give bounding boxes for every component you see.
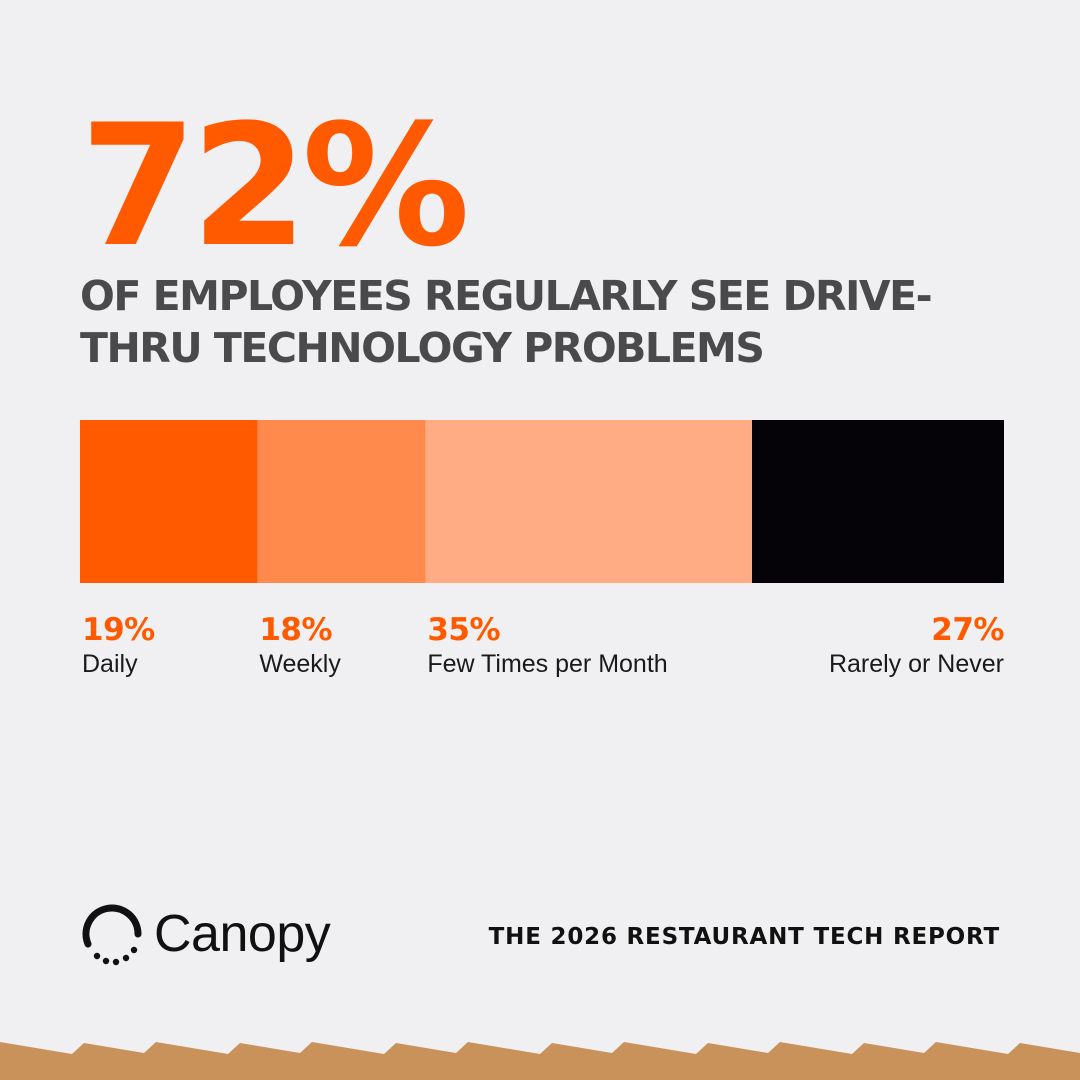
bar-segment-weekly bbox=[257, 420, 426, 583]
label-group: 18% Weekly bbox=[259, 612, 341, 680]
category-label: Daily bbox=[82, 650, 138, 678]
canopy-logo: Canopy bbox=[78, 900, 331, 968]
value-label: 35% bbox=[427, 612, 501, 648]
category-label: Rarely or Never bbox=[828, 650, 1004, 678]
value-label: 18% bbox=[259, 612, 333, 648]
canopy-logo-icon bbox=[82, 904, 142, 966]
logo-wordmark: Canopy bbox=[154, 905, 331, 963]
category-label: Weekly bbox=[259, 650, 341, 678]
label-group: 35% Few Times per Month bbox=[427, 612, 667, 680]
headline-stat: 72% bbox=[80, 88, 470, 284]
report-title: THE 2026 RESTAURANT TECH REPORT bbox=[488, 924, 1000, 950]
bar-segment-daily bbox=[80, 420, 258, 583]
value-label: 27% bbox=[931, 612, 1004, 648]
bar-segment-rarely-or-never bbox=[752, 420, 1004, 583]
stacked-bar-chart bbox=[80, 420, 1004, 583]
torn-paper-edge bbox=[0, 1042, 1080, 1080]
label-group: 27% Rarely or Never bbox=[828, 612, 1005, 680]
value-label: 19% bbox=[82, 612, 155, 648]
subheadline: OF EMPLOYEES REGULARLY SEE DRIVE-THRU TE… bbox=[80, 272, 933, 372]
bar-segment-few-times-per-month bbox=[425, 420, 753, 583]
category-label: Few Times per Month bbox=[427, 650, 668, 678]
label-group: 19% Daily bbox=[82, 612, 155, 680]
